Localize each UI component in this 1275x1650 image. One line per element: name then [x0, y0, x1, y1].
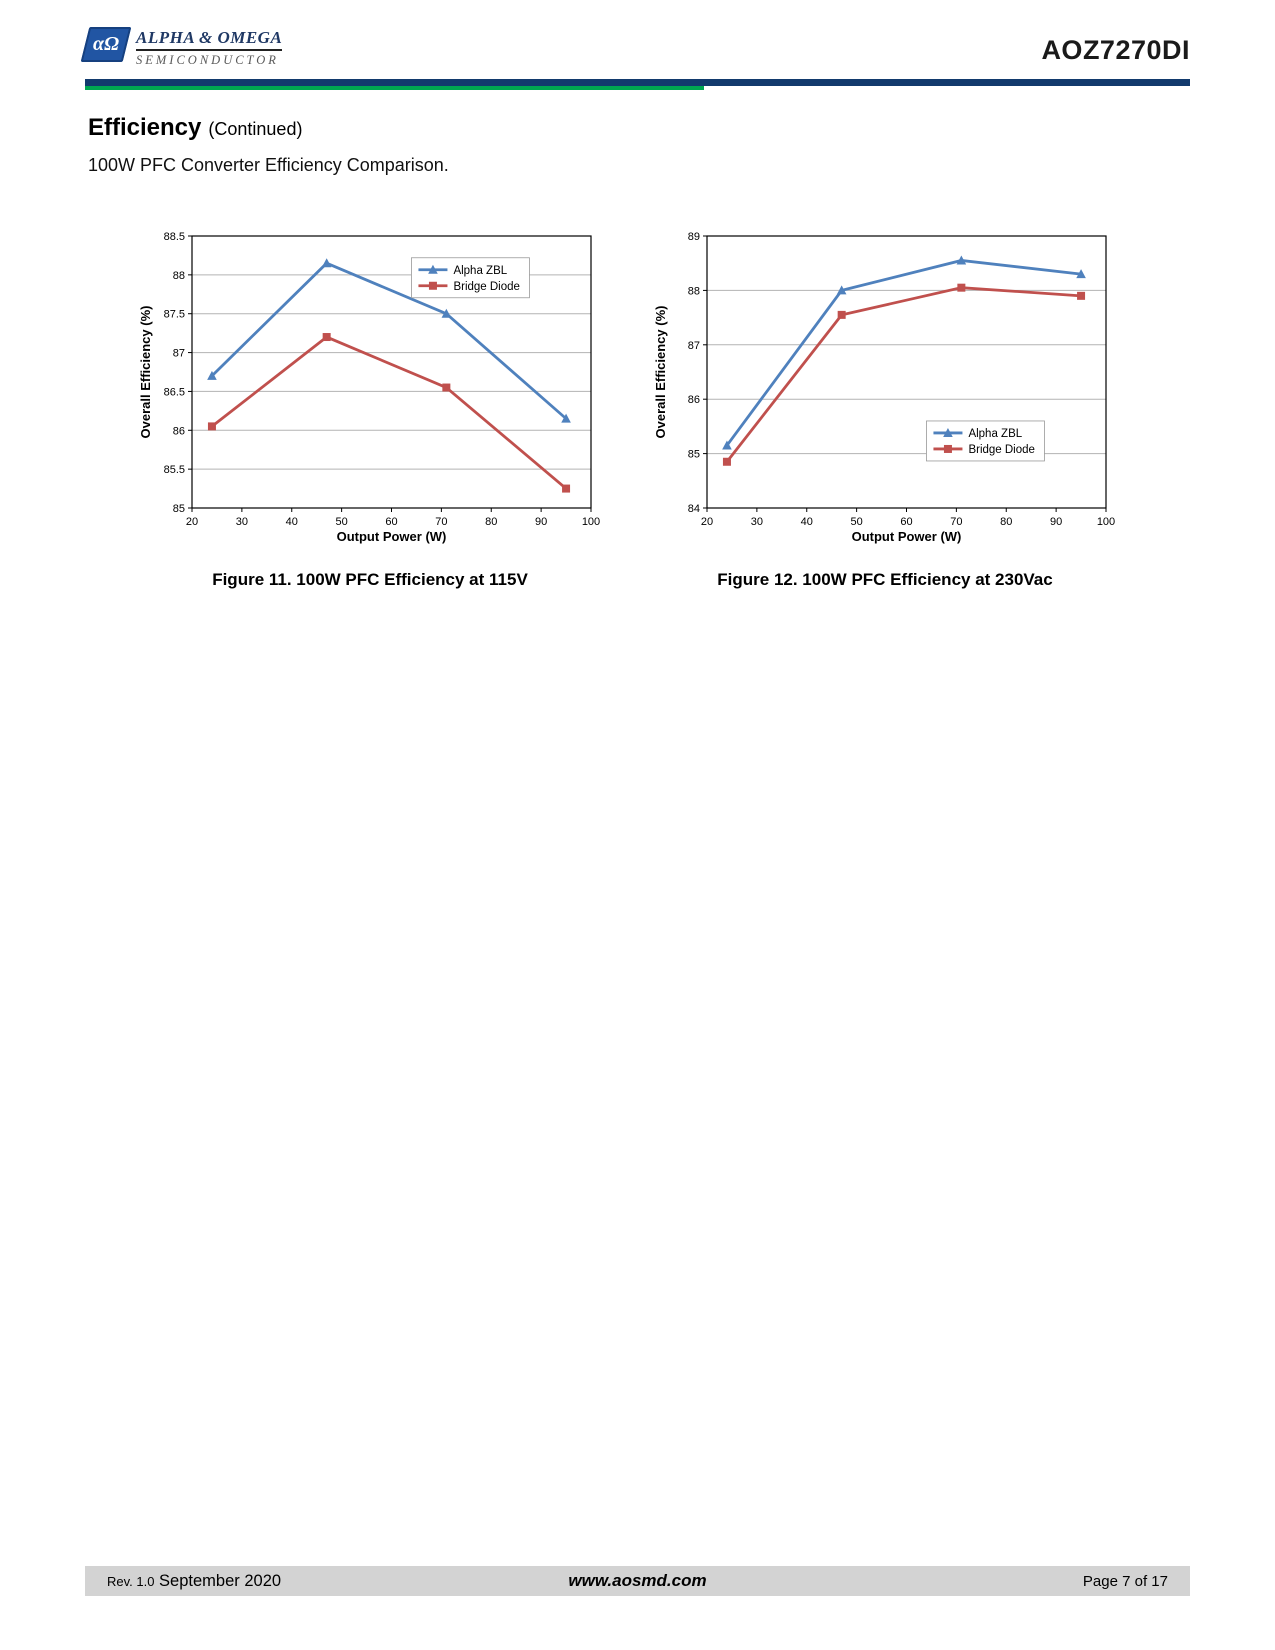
section-subtitle: (Continued): [208, 119, 303, 139]
svg-text:85.5: 85.5: [164, 464, 185, 476]
svg-text:89: 89: [688, 231, 700, 243]
svg-text:90: 90: [535, 516, 547, 528]
svg-text:80: 80: [1000, 516, 1012, 528]
figure-11-caption: Figure 11. 100W PFC Efficiency at 115V: [212, 570, 528, 589]
logo-company-name: ALPHA & OMEGA: [136, 28, 283, 51]
svg-text:86.5: 86.5: [164, 386, 185, 398]
header-divider-blue-bar: [85, 79, 1190, 86]
svg-text:50: 50: [336, 516, 348, 528]
part-number: AOZ7270DI: [1041, 35, 1190, 65]
section-title: Efficiency: [88, 114, 202, 141]
svg-text:30: 30: [236, 516, 248, 528]
header-divider: [85, 79, 1190, 90]
svg-text:20: 20: [186, 516, 198, 528]
page-header: αΩ ALPHA & OMEGA SEMICONDUCTOR AOZ7270DI: [80, 27, 1190, 77]
footer-revision: Rev. 1.0 September 2020: [107, 1572, 281, 1591]
svg-text:87: 87: [173, 348, 185, 360]
svg-text:88: 88: [688, 285, 700, 297]
section-description: 100W PFC Converter Efficiency Comparison…: [88, 155, 449, 175]
svg-text:88: 88: [173, 270, 185, 282]
svg-text:87.5: 87.5: [164, 309, 185, 321]
svg-text:84: 84: [688, 503, 700, 515]
svg-text:Overall Efficiency (%): Overall Efficiency (%): [653, 306, 668, 439]
svg-text:Alpha ZBL: Alpha ZBL: [453, 265, 507, 277]
logo-company-type: SEMICONDUCTOR: [136, 53, 279, 67]
svg-text:Alpha ZBL: Alpha ZBL: [968, 428, 1022, 440]
svg-text:Output Power (W): Output Power (W): [852, 529, 962, 544]
svg-text:80: 80: [485, 516, 497, 528]
svg-text:88.5: 88.5: [164, 231, 185, 243]
svg-text:Output Power (W): Output Power (W): [337, 529, 447, 544]
footer-rev-label: Rev. 1.0: [107, 1573, 155, 1589]
svg-text:85: 85: [173, 503, 185, 515]
aos-logo-glyph: αΩ: [93, 33, 119, 55]
svg-text:86: 86: [688, 394, 700, 406]
figure-11: 85 85.5 86 86.5 87 87.5 88 88.5 20 30 40 50 60 70 80 90…: [135, 226, 605, 590]
svg-text:86: 86: [173, 425, 185, 437]
svg-text:85: 85: [688, 449, 700, 461]
svg-text:40: 40: [801, 516, 813, 528]
efficiency-chart-230vac: 84 85 86 87 88 89 20 30 40 50 60 70 80 90 100 Output Po…: [653, 231, 1115, 544]
footer-date: September 2020: [159, 1571, 282, 1590]
svg-text:20: 20: [701, 516, 713, 528]
svg-text:50: 50: [851, 516, 863, 528]
svg-text:70: 70: [950, 516, 962, 528]
svg-text:60: 60: [385, 516, 397, 528]
logo-text: ALPHA & OMEGA SEMICONDUCTOR: [136, 27, 283, 68]
svg-text:Bridge Diode: Bridge Diode: [453, 281, 519, 293]
company-logo: αΩ ALPHA & OMEGA SEMICONDUCTOR: [80, 27, 283, 68]
svg-text:87: 87: [688, 340, 700, 352]
figure-12: 84 85 86 87 88 89 20 30 40 50 60 70 80 90 100 Output Po…: [650, 226, 1120, 590]
svg-text:Bridge Diode: Bridge Diode: [968, 444, 1034, 456]
footer-page-number: Page 7 of 17: [1082, 1572, 1168, 1590]
svg-text:Overall Efficiency (%): Overall Efficiency (%): [138, 306, 153, 439]
svg-text:90: 90: [1050, 516, 1062, 528]
header-divider-green-bar: [85, 86, 704, 90]
svg-text:70: 70: [435, 516, 447, 528]
svg-text:40: 40: [286, 516, 298, 528]
svg-text:60: 60: [900, 516, 912, 528]
svg-text:100: 100: [1097, 516, 1115, 528]
efficiency-chart-115v: 85 85.5 86 86.5 87 87.5 88 88.5 20 30 40 50 60 70 80 90…: [138, 231, 600, 544]
svg-text:100: 100: [582, 516, 600, 528]
section-heading: Efficiency (Continued): [88, 114, 302, 142]
svg-text:30: 30: [751, 516, 763, 528]
footer-website: www.aosmd.com: [568, 1571, 707, 1590]
aos-logo-icon: αΩ: [80, 27, 132, 62]
figure-12-caption: Figure 12. 100W PFC Efficiency at 230Vac: [717, 570, 1053, 589]
page-footer: Rev. 1.0 September 2020 www.aosmd.com Pa…: [85, 1566, 1190, 1596]
